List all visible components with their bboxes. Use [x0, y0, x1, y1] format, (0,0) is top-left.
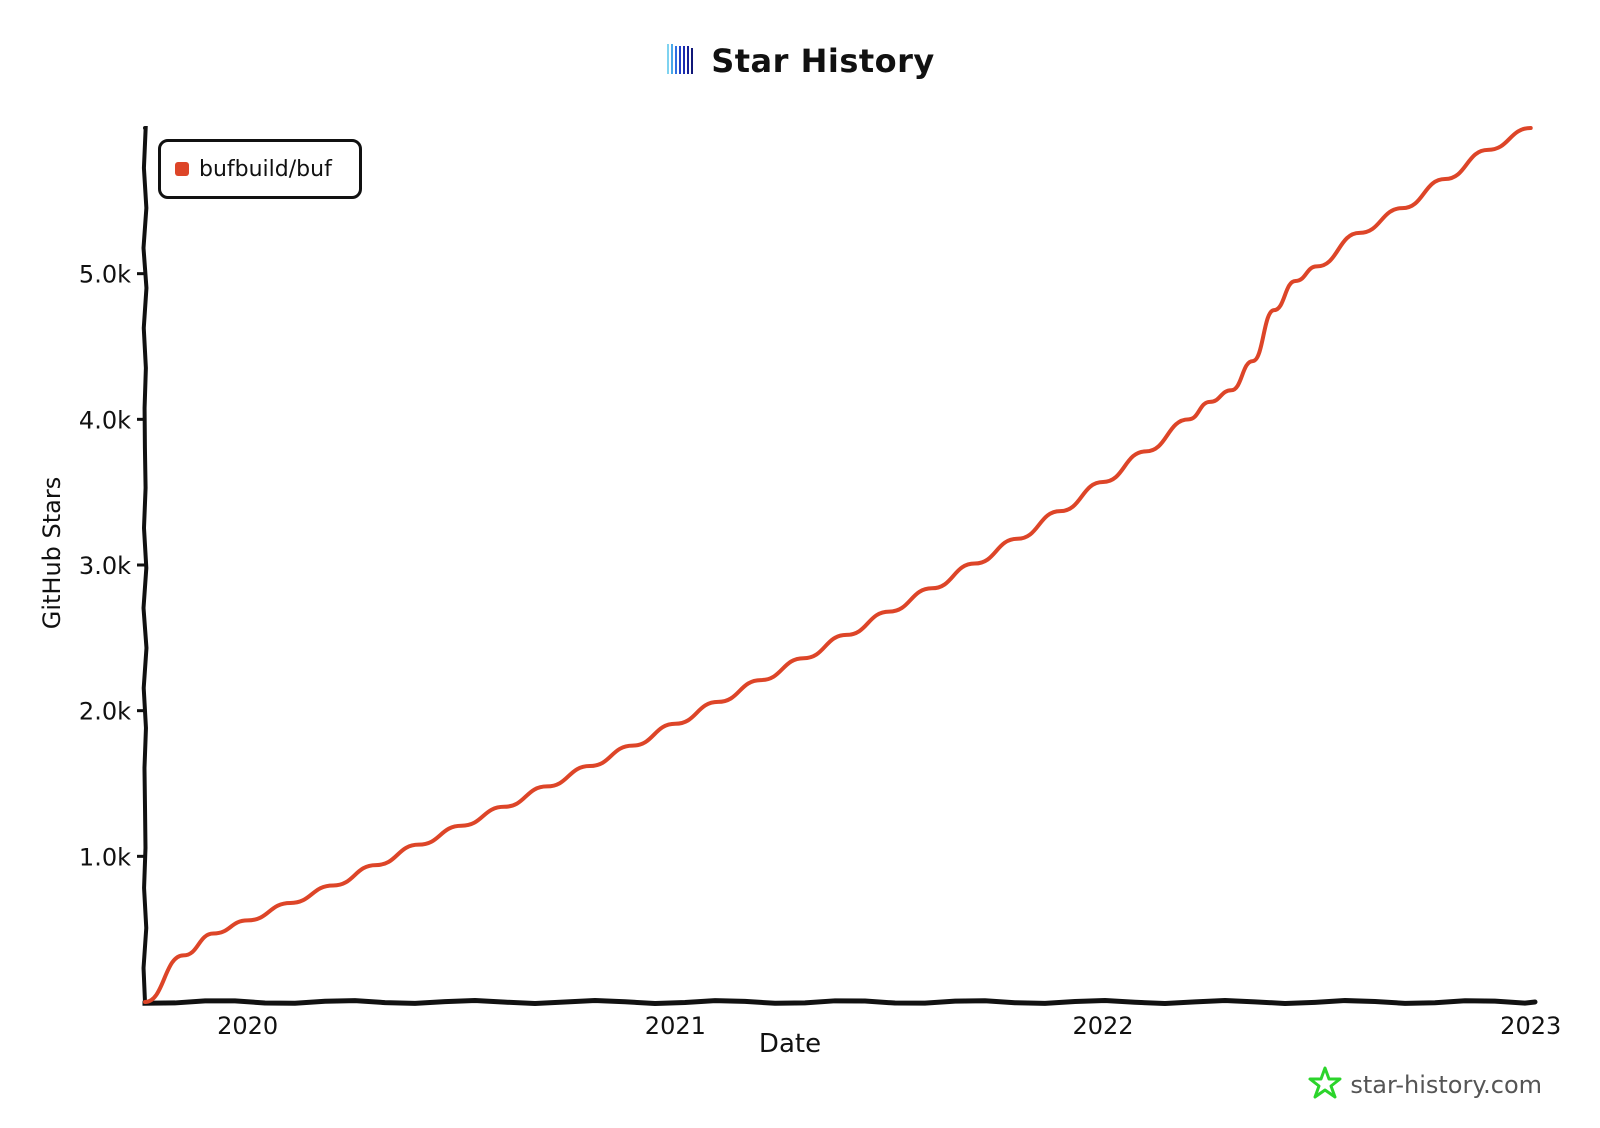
series-layer [143, 126, 1533, 1004]
star-history-logo-icon [665, 42, 697, 80]
y-tick-label: 1.0k [79, 843, 131, 871]
series-line [143, 126, 1533, 1004]
y-axis [141, 126, 149, 1004]
x-tick-label: 2021 [645, 1012, 706, 1040]
y-tick-label: 4.0k [79, 406, 131, 434]
y-tick-label: 5.0k [79, 261, 131, 289]
x-axis [142, 997, 1538, 1007]
chart-title-text: Star History [711, 42, 935, 80]
chart-legend: bufbuild/buf [158, 139, 362, 199]
brand-text: star-history.com [1350, 1071, 1542, 1099]
x-tick-label: 2023 [1500, 1012, 1561, 1040]
star-icon [1308, 1066, 1342, 1104]
axis-ticks: 1.0k 2.0k 3.0k 4.0k 5.0k 2020 2021 2022 2023 [79, 261, 1561, 1040]
x-axis-label: Date [759, 1029, 821, 1059]
y-tick-label: 3.0k [79, 552, 131, 580]
x-tick-label: 2020 [217, 1012, 278, 1040]
y-tick-label: 2.0k [79, 698, 131, 726]
brand-link[interactable]: star-history.com [1308, 1066, 1542, 1104]
x-tick-label: 2022 [1072, 1012, 1133, 1040]
legend-swatch [175, 162, 189, 176]
chart-title: Star History [0, 36, 1600, 86]
y-axis-label: GitHub Stars [38, 477, 66, 630]
legend-label: bufbuild/buf [199, 156, 332, 182]
